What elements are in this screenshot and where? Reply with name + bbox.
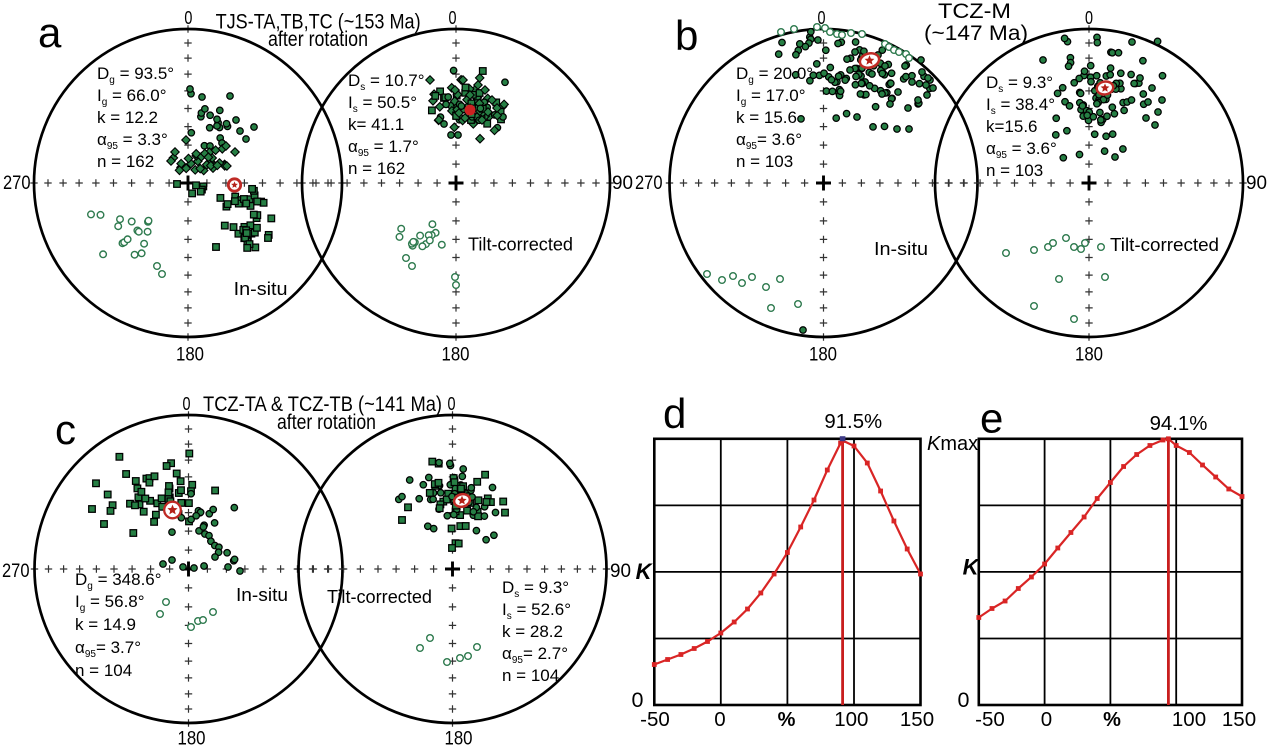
svg-text:Dg = 93.5°: Dg = 93.5° (97, 64, 174, 86)
svg-text:0: 0 (1041, 708, 1052, 731)
svg-text:Ds = 9.3°: Ds = 9.3° (986, 73, 1053, 95)
svg-text:k=15.6: k=15.6 (986, 117, 1038, 136)
svg-text:-50: -50 (975, 708, 1005, 731)
svg-text:180: 180 (176, 344, 204, 366)
svg-text:n = 162: n = 162 (97, 152, 154, 171)
svg-text:90: 90 (612, 172, 633, 194)
svg-text:Ds = 9.3°: Ds = 9.3° (502, 578, 569, 600)
svg-text:0: 0 (714, 708, 725, 731)
svg-text:91.5%: 91.5% (824, 411, 882, 433)
svg-text:0: 0 (632, 688, 644, 712)
svg-text:270: 270 (2, 560, 30, 582)
svg-text:k = 28.2: k = 28.2 (502, 622, 563, 641)
svg-text:Dg = 348.6°: Dg = 348.6° (75, 570, 162, 592)
svg-text:150: 150 (900, 708, 934, 731)
svg-text:Is = 38.4°: Is = 38.4° (986, 95, 1055, 117)
svg-text:Is = 52.6°: Is = 52.6° (502, 600, 571, 622)
svg-text:0: 0 (1085, 8, 1093, 28)
svg-text:(~147 Ma): (~147 Ma) (924, 21, 1028, 45)
svg-text:Ig = 17.0°: Ig = 17.0° (736, 86, 806, 108)
svg-text:0: 0 (448, 394, 456, 414)
svg-text:d: d (663, 390, 686, 437)
svg-text:Ds = 10.7°: Ds = 10.7° (348, 71, 425, 93)
svg-text:Dg = 20.0°: Dg = 20.0° (736, 64, 813, 86)
svg-text:90: 90 (610, 560, 631, 582)
svg-text:n = 104: n = 104 (502, 666, 559, 685)
svg-text:In-situ: In-situ (234, 279, 288, 299)
svg-text:94.1%: 94.1% (1150, 413, 1208, 435)
svg-text:180: 180 (178, 728, 206, 748)
svg-text:Tilt-corrected: Tilt-corrected (327, 587, 432, 607)
svg-text:α95= 2.7°: α95= 2.7° (502, 644, 568, 666)
svg-text:-50: -50 (640, 708, 670, 731)
svg-text:270: 270 (635, 172, 663, 194)
svg-text:Tilt-corrected: Tilt-corrected (468, 235, 573, 255)
svg-text:180: 180 (445, 728, 473, 748)
svg-text:180: 180 (442, 344, 470, 366)
svg-text:%: % (1103, 709, 1121, 731)
svg-text:k = 14.9: k = 14.9 (75, 615, 136, 634)
svg-text:n = 104: n = 104 (75, 661, 132, 680)
svg-text:0: 0 (449, 8, 457, 28)
svg-text:0: 0 (184, 8, 192, 28)
svg-text:TCZ-M: TCZ-M (938, 0, 1011, 23)
svg-text:K: K (963, 555, 981, 580)
svg-text:180: 180 (1075, 344, 1103, 366)
svg-text:100: 100 (1172, 708, 1206, 731)
svg-text:k = 12.2: k = 12.2 (97, 108, 158, 127)
svg-text:180: 180 (809, 344, 837, 366)
svg-text:b: b (675, 12, 698, 59)
svg-text:0: 0 (183, 394, 191, 414)
svg-text:100: 100 (834, 708, 868, 731)
svg-text:Tilt-corrected: Tilt-corrected (1110, 235, 1219, 255)
svg-text:In-situ: In-situ (874, 239, 928, 259)
svg-text:n = 103: n = 103 (736, 152, 793, 171)
svg-text:270: 270 (3, 172, 31, 194)
svg-text:after rotation: after rotation (277, 410, 376, 434)
svg-text:n = 162: n = 162 (348, 159, 405, 178)
svg-text:TCZ-TA & TCZ-TB (~141 Ma): TCZ-TA & TCZ-TB (~141 Ma) (203, 392, 442, 416)
svg-text:a: a (38, 9, 62, 56)
svg-text:k = 15.6: k = 15.6 (736, 108, 797, 127)
svg-text:Ig = 56.8°: Ig = 56.8° (75, 592, 145, 614)
svg-text:0: 0 (958, 688, 970, 712)
svg-text:after rotation: after rotation (268, 27, 368, 51)
svg-text:Is = 50.5°: Is = 50.5° (348, 93, 417, 115)
svg-text:K: K (636, 559, 654, 584)
svg-text:90: 90 (1246, 172, 1267, 194)
svg-text:0: 0 (818, 8, 826, 28)
svg-text:e: e (980, 395, 1003, 442)
svg-text:TJS-TA,TB,TC (~153 Ma): TJS-TA,TB,TC (~153 Ma) (216, 10, 421, 34)
svg-text:c: c (55, 406, 76, 453)
svg-text:k= 41.1: k= 41.1 (348, 115, 404, 134)
svg-text:n = 103: n = 103 (986, 161, 1043, 180)
svg-text:In-situ: In-situ (236, 585, 288, 605)
svg-text:Kmax: Kmax (927, 433, 978, 455)
svg-text:Ig = 66.0°: Ig = 66.0° (97, 86, 167, 108)
svg-text:150: 150 (1222, 708, 1256, 731)
svg-text:%: % (778, 709, 796, 731)
